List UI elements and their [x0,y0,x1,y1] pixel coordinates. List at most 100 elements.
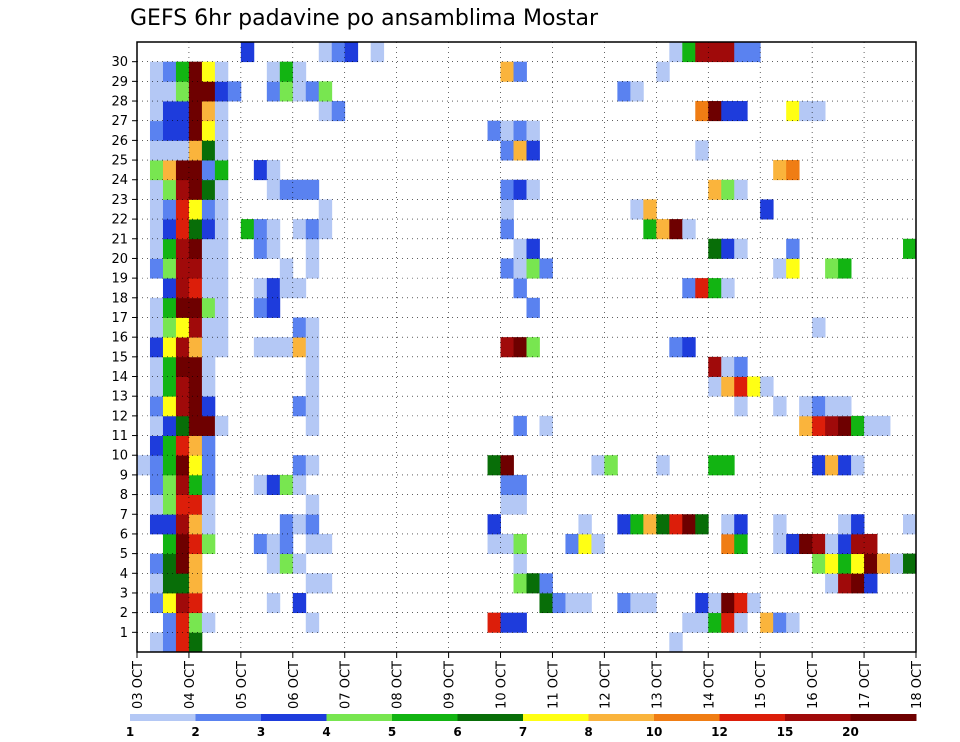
colorbar-swatch [850,714,917,721]
heatmap-cell [578,514,592,535]
heatmap-cell [864,573,878,594]
heatmap-cell [305,376,320,397]
heatmap-cell [162,258,177,279]
heatmap-cell [214,179,229,200]
heatmap-cell [786,238,800,259]
heatmap-cell [877,415,891,436]
heatmap-cell [331,42,346,63]
heatmap-cell [799,533,813,555]
heatmap-cell [266,592,281,614]
x-tick-label: 13 OCT [650,661,665,709]
heatmap-cell [149,455,164,476]
heatmap-cell [149,494,164,515]
heatmap-cell [162,435,177,456]
heatmap-cell [149,573,164,594]
heatmap-cell [188,533,203,555]
x-tick-label: 18 OCT [910,661,925,709]
heatmap-cell [513,238,527,259]
colorbar-swatch [588,714,655,721]
heatmap-cell [266,238,281,259]
heatmap-cell [773,533,787,555]
heatmap-cell [721,179,735,200]
heatmap-cell [188,140,203,161]
heatmap-cell [721,455,735,476]
y-tick-label: 18 [111,291,128,306]
heatmap-cell [838,573,852,594]
heatmap-cell [500,337,514,358]
heatmap-cell [279,514,294,535]
heatmap-cell [799,396,813,417]
heatmap-cell [201,120,216,141]
heatmap-cell [162,199,177,220]
heatmap-cell [162,415,177,436]
heatmap-cell [513,612,527,633]
heatmap-cell [201,278,216,299]
y-tick-label: 13 [111,390,128,405]
heatmap-cell [279,553,294,574]
heatmap-cell [656,219,670,240]
heatmap-cell [201,140,216,161]
heatmap-cell [500,474,514,495]
y-tick-label: 24 [111,173,128,188]
colorbar-label: 10 [646,725,663,739]
heatmap-cell [188,81,203,102]
heatmap-cell [643,219,657,240]
heatmap-cell [175,297,190,318]
heatmap-cell [188,278,203,299]
heatmap-cell [721,278,735,299]
y-tick-label: 27 [111,114,128,129]
heatmap-cell [149,337,164,358]
heatmap-cell [253,337,268,358]
heatmap-cell [292,317,307,338]
heatmap-cell [500,533,514,555]
heatmap-cell [292,61,307,82]
heatmap-cell [500,199,514,220]
heatmap-cell [162,533,177,555]
heatmap-cell [149,258,164,279]
heatmap-cell [500,61,514,82]
heatmap-cell [201,415,216,436]
heatmap-cell [175,317,190,338]
heatmap-cell [214,140,229,161]
heatmap-cell [175,435,190,456]
heatmap-cell [214,415,229,436]
heatmap-cell [721,514,735,535]
heatmap-cell [188,101,203,122]
heatmap-cell [201,160,216,181]
heatmap-cell [578,592,592,614]
x-tick-label: 03 OCT [131,661,146,709]
heatmap-cell [162,573,177,594]
heatmap-cell [812,317,826,338]
heatmap-cell [487,612,501,633]
heatmap-cell [721,101,735,122]
heatmap-cell [149,514,164,535]
heatmap-cell [292,337,307,358]
heatmap-cell [812,396,826,417]
heatmap-cell [708,238,722,259]
heatmap-cell [305,238,320,259]
heatmap-cell [149,632,164,653]
heatmap-cell [526,258,540,279]
heatmap-cell [721,592,735,614]
heatmap-cell [149,219,164,240]
heatmap-cell [682,219,696,240]
heatmap-cell [721,42,735,63]
heatmap-cell [162,396,177,417]
heatmap-cell [734,396,748,417]
colorbar-label: 1 [126,725,134,739]
heatmap-cell [591,455,605,476]
heatmap-cell [695,278,709,299]
heatmap-cell [630,592,644,614]
colorbar-label: 2 [191,725,199,739]
heatmap-cell [617,514,631,535]
heatmap-cell [773,160,787,181]
heatmap-cell [292,474,307,495]
heatmap-cell [344,42,359,63]
y-tick-label: 26 [111,134,128,149]
heatmap-cell [513,474,527,495]
colorbar-label: 8 [584,725,592,739]
heatmap-cell [162,632,177,653]
heatmap-cell [825,455,839,476]
heatmap-cell [734,101,748,122]
colorbar-label: 4 [322,725,330,739]
